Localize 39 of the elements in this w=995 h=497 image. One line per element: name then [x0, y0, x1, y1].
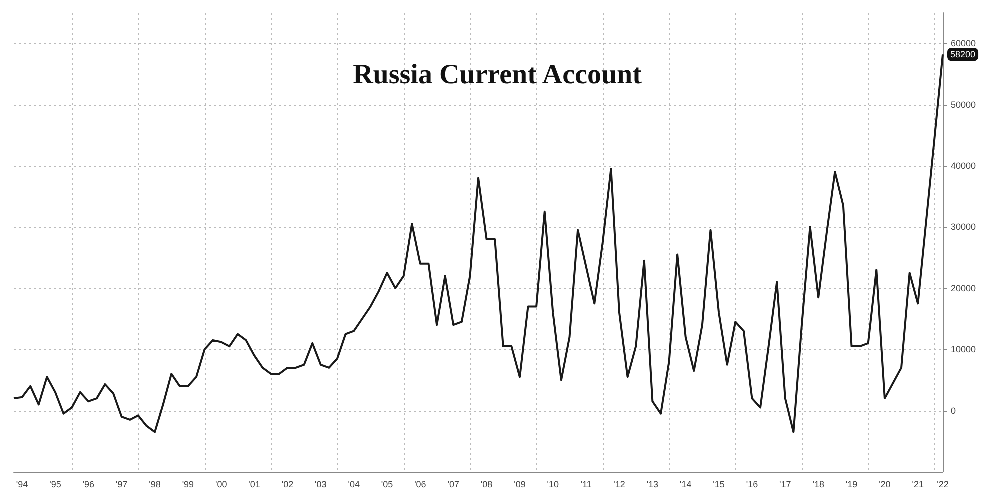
line-series — [13, 54, 944, 434]
x-tick-label: '02 — [282, 480, 294, 490]
y-tick-label: 30000 — [951, 222, 976, 232]
x-tick-label: '21 — [912, 480, 924, 490]
x-tick-label: '11 — [580, 480, 592, 490]
y-tick-label: 50000 — [951, 100, 976, 110]
y-tick-label: 40000 — [951, 161, 976, 171]
annotation: 58200 — [950, 50, 976, 60]
text: Russia Current Account — [353, 60, 643, 90]
x-tick-label: '05 — [381, 480, 394, 490]
x-tick-label: '06 — [414, 480, 426, 490]
y-tick-label: 0 — [951, 406, 956, 416]
x-tick-label: '09 — [514, 480, 526, 490]
x-tick-label: '08 — [480, 480, 493, 490]
x-tick-label: '19 — [846, 480, 858, 490]
x-tick-label: '97 — [116, 480, 128, 490]
y-tick-label: 60000 — [951, 38, 976, 49]
x-tick-label: '20 — [879, 480, 891, 490]
x-tick-label: '07 — [448, 480, 460, 490]
x-tick-label: '03 — [315, 480, 327, 490]
x-tick-label: '10 — [547, 480, 560, 490]
y-tick-label: 10000 — [951, 344, 976, 355]
x-tick-label: '13 — [646, 480, 659, 490]
y-tick-label: 20000 — [951, 283, 976, 294]
x-tick-label: '12 — [614, 480, 626, 490]
x-tick-label: '18 — [812, 480, 824, 490]
x-tick-label: '99 — [182, 480, 194, 490]
x-tick-label: '94 — [16, 480, 28, 490]
x-tick-label: '22 — [937, 480, 949, 490]
x-tick-label: '04 — [348, 480, 360, 490]
x-tick-label: '96 — [82, 480, 95, 490]
x-tick-label: '98 — [149, 480, 161, 490]
x-tick-label: '16 — [746, 480, 758, 490]
x-tick-label: '17 — [780, 480, 792, 490]
x-tick-label: '14 — [680, 480, 692, 490]
x-tick-label: '00 — [216, 480, 228, 490]
x-tick-label: '01 — [248, 480, 260, 490]
x-tick-label: '15 — [713, 480, 725, 490]
x-tick-label: '95 — [50, 480, 62, 490]
